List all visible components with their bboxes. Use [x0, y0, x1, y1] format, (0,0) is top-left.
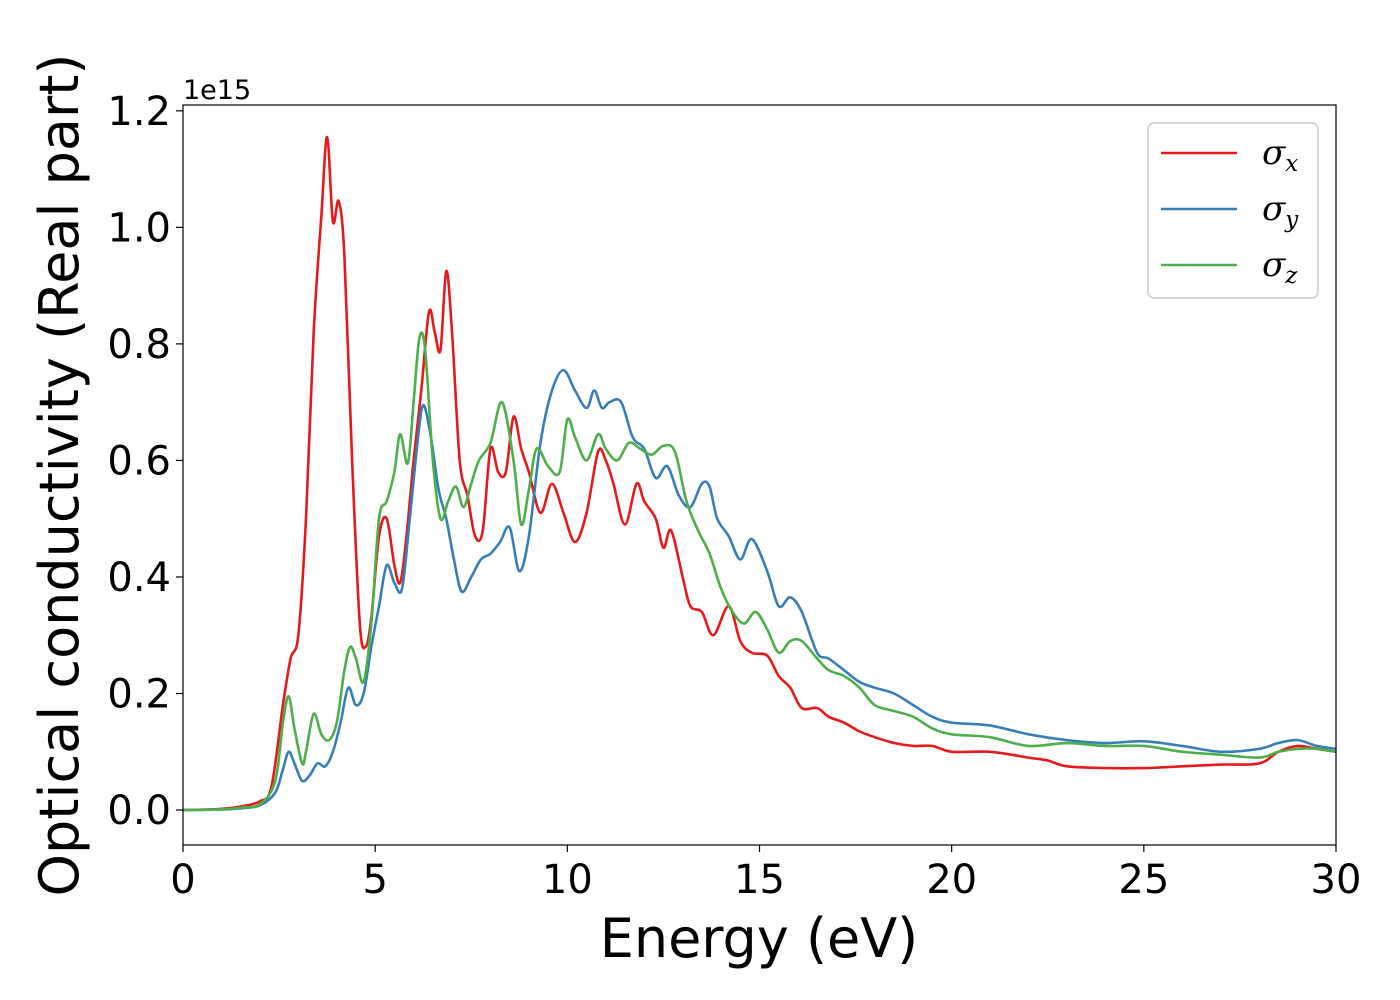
series-line-z	[183, 331, 1336, 812]
series-line-y	[183, 368, 1336, 812]
y-tick-label: 0.0	[107, 788, 171, 834]
x-tick-label: 10	[542, 857, 593, 903]
x-tick-label: 0	[170, 857, 195, 903]
x-axis-title: Energy (eV)	[600, 907, 919, 970]
y-tick-label: 1.2	[107, 89, 171, 135]
x-tick-label: 25	[1118, 857, 1169, 903]
x-tick-label: 5	[362, 857, 387, 903]
x-tick-label: 15	[734, 857, 785, 903]
x-axis: 0 5 10 15 20 25 30	[170, 845, 1361, 903]
y-axis: 0.0 0.2 0.4 0.6 0.8 1.0 1.2	[107, 89, 183, 834]
series-line-x	[183, 135, 1336, 812]
y-tick-label: 0.2	[107, 672, 171, 718]
series-layer	[183, 135, 1336, 812]
y-axis-title: Optical conductivity (Real part)	[28, 54, 91, 897]
y-tick-label: 0.8	[107, 322, 171, 368]
y-tick-label: 1.0	[107, 205, 171, 251]
x-tick-label: 20	[926, 857, 977, 903]
y-tick-label: 0.6	[107, 438, 171, 484]
y-offset-label: 1e15	[183, 75, 251, 106]
x-tick-label: 30	[1311, 857, 1362, 903]
legend-box	[1147, 122, 1319, 299]
y-tick-label: 0.4	[107, 555, 171, 601]
